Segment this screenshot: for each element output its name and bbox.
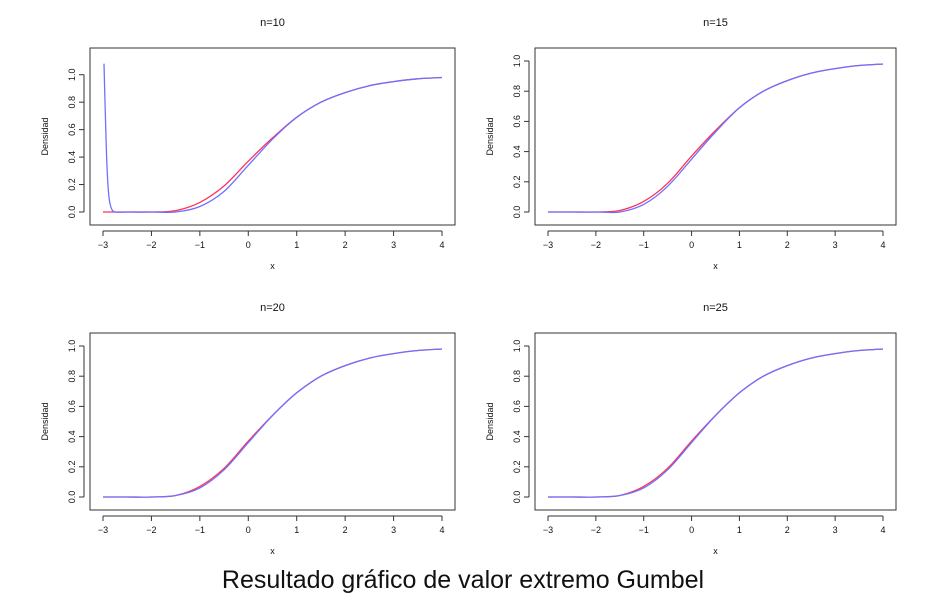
x-axis-label: x <box>713 261 718 271</box>
series-line-1 <box>548 348 884 498</box>
x-tick-label: −1 <box>639 525 649 535</box>
x-tick-label: 1 <box>737 240 742 250</box>
x-tick-label: −3 <box>543 525 553 535</box>
x-axis-label: x <box>270 261 275 271</box>
x-tick-label: −3 <box>543 240 553 250</box>
x-tick-label: 4 <box>880 525 885 535</box>
series-line-2 <box>548 63 884 214</box>
y-tick-label: 1.0 <box>67 340 77 353</box>
y-tick-label: 0.0 <box>67 491 77 504</box>
x-tick-label: 3 <box>391 240 396 250</box>
x-tick-label: 0 <box>246 525 251 535</box>
plot-frame <box>534 47 897 226</box>
chart-panel-1: n=10 −3 −2 −1 0 1 2 3 4 0.0 0.2 0.4 0.6 0.8 1.0 x Densid… <box>40 17 456 271</box>
y-tick-label: 0.2 <box>512 176 522 189</box>
y-axis-label: Densidad <box>485 402 495 440</box>
chart-panel-2: n=15 −3 −2 −1 0 1 2 3 4 0.0 0.2 0.4 0.6 0.8 1.0 x Densid… <box>485 17 897 271</box>
y-tick-label: 0.8 <box>67 96 77 109</box>
x-tick-label: −1 <box>195 525 205 535</box>
x-tick-label: −3 <box>98 240 108 250</box>
y-tick-label: 0.0 <box>67 206 77 219</box>
x-tick-label: −2 <box>591 525 601 535</box>
x-tick-label: 1 <box>294 525 299 535</box>
series-line-2 <box>103 348 443 498</box>
series-line-1 <box>103 348 443 498</box>
y-tick-label: 0.4 <box>67 151 77 164</box>
y-tick-label: 0.2 <box>67 178 77 191</box>
x-tick-label: 2 <box>785 240 790 250</box>
y-axis-label: Densidad <box>485 117 495 155</box>
x-tick-label: −2 <box>146 525 156 535</box>
chart-title: n=15 <box>703 17 728 29</box>
y-tick-label: 0.0 <box>512 491 522 504</box>
x-tick-label: −2 <box>591 240 601 250</box>
x-tick-label: 3 <box>833 525 838 535</box>
chart-title: n=20 <box>260 302 285 314</box>
series-line-2 <box>548 348 884 498</box>
x-tick-label: 0 <box>689 240 694 250</box>
x-tick-label: 4 <box>439 240 444 250</box>
y-tick-label: 0.8 <box>67 370 77 383</box>
series-line-2 <box>103 63 443 214</box>
x-tick-label: 2 <box>343 525 348 535</box>
y-tick-label: 1.0 <box>512 55 522 68</box>
y-tick-label: 0.6 <box>512 400 522 413</box>
y-tick-label: 0.4 <box>512 430 522 443</box>
y-tick-label: 0.8 <box>512 370 522 383</box>
x-tick-label: −2 <box>146 240 156 250</box>
x-axis-label: x <box>270 546 275 556</box>
y-tick-label: 0.4 <box>512 145 522 158</box>
x-tick-label: 2 <box>343 240 348 250</box>
x-tick-label: 2 <box>785 525 790 535</box>
plot-frame <box>89 47 456 226</box>
x-tick-label: −3 <box>98 525 108 535</box>
y-tick-label: 0.2 <box>512 461 522 474</box>
x-tick-label: 3 <box>391 525 396 535</box>
y-tick-label: 0.0 <box>512 206 522 219</box>
y-tick-label: 0.8 <box>512 85 522 98</box>
x-tick-label: 0 <box>689 525 694 535</box>
y-tick-label: 0.6 <box>512 115 522 128</box>
chart-panel-3: n=20 −3 −2 −1 0 1 2 3 4 0.0 0.2 0.4 0.6 0.8 1.0 x Densid… <box>40 302 456 556</box>
plot-frame <box>89 332 456 511</box>
y-axis-label: Densidad <box>40 117 50 155</box>
x-tick-label: −1 <box>639 240 649 250</box>
figure-caption: Resultado gráfico de valor extremo Gumbe… <box>221 566 705 594</box>
x-tick-label: 4 <box>880 240 885 250</box>
plot-frame <box>534 332 897 511</box>
x-tick-label: 1 <box>737 525 742 535</box>
x-axis-label: x <box>713 546 718 556</box>
chart-title: n=25 <box>703 302 728 314</box>
y-tick-label: 1.0 <box>67 68 77 81</box>
chart-title: n=10 <box>260 17 285 29</box>
x-tick-label: 0 <box>246 240 251 250</box>
x-tick-label: −1 <box>195 240 205 250</box>
y-tick-label: 0.6 <box>67 400 77 413</box>
x-tick-label: 4 <box>439 525 444 535</box>
series-line-1 <box>548 63 884 213</box>
y-axis-label: Densidad <box>40 402 50 440</box>
x-tick-label: 1 <box>294 240 299 250</box>
y-tick-label: 0.4 <box>67 430 77 443</box>
x-tick-label: 3 <box>833 240 838 250</box>
series-line-1 <box>103 76 443 213</box>
chart-panel-4: n=25 −3 −2 −1 0 1 2 3 4 0.0 0.2 0.4 0.6 0.8 1.0 x Densid… <box>485 302 897 556</box>
y-tick-label: 0.2 <box>67 461 77 474</box>
y-tick-label: 1.0 <box>512 340 522 353</box>
y-tick-label: 0.6 <box>67 123 77 136</box>
